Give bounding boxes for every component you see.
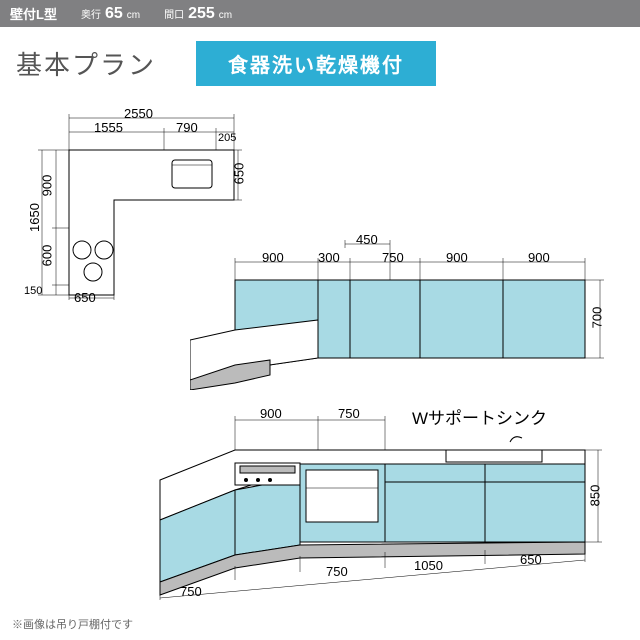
dim-b1050: 1050 xyxy=(414,558,443,573)
dim-150: 150 xyxy=(24,285,42,297)
plan-title: 基本プラン xyxy=(16,45,156,82)
depth-unit: cm xyxy=(127,10,140,21)
dim-600v: 600 xyxy=(39,245,54,267)
upper-cabinet-diagram: 900 300 450 750 900 900 700 xyxy=(190,230,610,390)
dim-l850: 850 xyxy=(587,485,602,507)
header-depth: 奥行 65 cm xyxy=(81,5,140,23)
dim-u450: 450 xyxy=(356,232,378,247)
sink-label: Wサポートシンク xyxy=(412,404,547,429)
dim-1650: 1650 xyxy=(27,203,42,232)
dim-650r: 650 xyxy=(231,163,246,185)
dim-l750: 750 xyxy=(338,406,360,421)
footnote: ※画像は吊り戸棚付です xyxy=(12,616,133,632)
width-value: 255 xyxy=(188,5,215,23)
lower-cabinet-diagram: 900 750 850 750 750 1050 650 xyxy=(140,400,610,600)
dim-790: 790 xyxy=(176,120,198,135)
dim-u900c: 900 xyxy=(528,250,550,265)
dim-2550: 2550 xyxy=(124,106,153,121)
width-label: 間口 xyxy=(164,6,184,21)
dim-b750a: 750 xyxy=(180,584,202,599)
dim-l900: 900 xyxy=(260,406,282,421)
dim-b650: 650 xyxy=(520,552,542,567)
dim-u900a: 900 xyxy=(262,250,284,265)
title-row: 基本プラン 食器洗い乾燥機付 xyxy=(0,27,640,94)
dim-650b: 650 xyxy=(74,290,96,305)
dim-u700: 700 xyxy=(589,307,604,329)
header-type: 壁付L型 xyxy=(10,4,57,23)
header-bar: 壁付L型 奥行 65 cm 間口 255 cm xyxy=(0,0,640,27)
width-unit: cm xyxy=(219,10,232,21)
dim-900v: 900 xyxy=(39,175,54,197)
depth-label: 奥行 xyxy=(81,6,101,21)
dim-u300: 300 xyxy=(318,250,340,265)
header-width: 間口 255 cm xyxy=(164,5,232,23)
depth-value: 65 xyxy=(105,5,123,23)
dim-1555: 1555 xyxy=(94,120,123,135)
feature-badge: 食器洗い乾燥機付 xyxy=(196,41,436,86)
dim-u750: 750 xyxy=(382,250,404,265)
dim-205: 205 xyxy=(218,132,236,144)
dim-u900b: 900 xyxy=(446,250,468,265)
dim-b750b: 750 xyxy=(326,564,348,579)
